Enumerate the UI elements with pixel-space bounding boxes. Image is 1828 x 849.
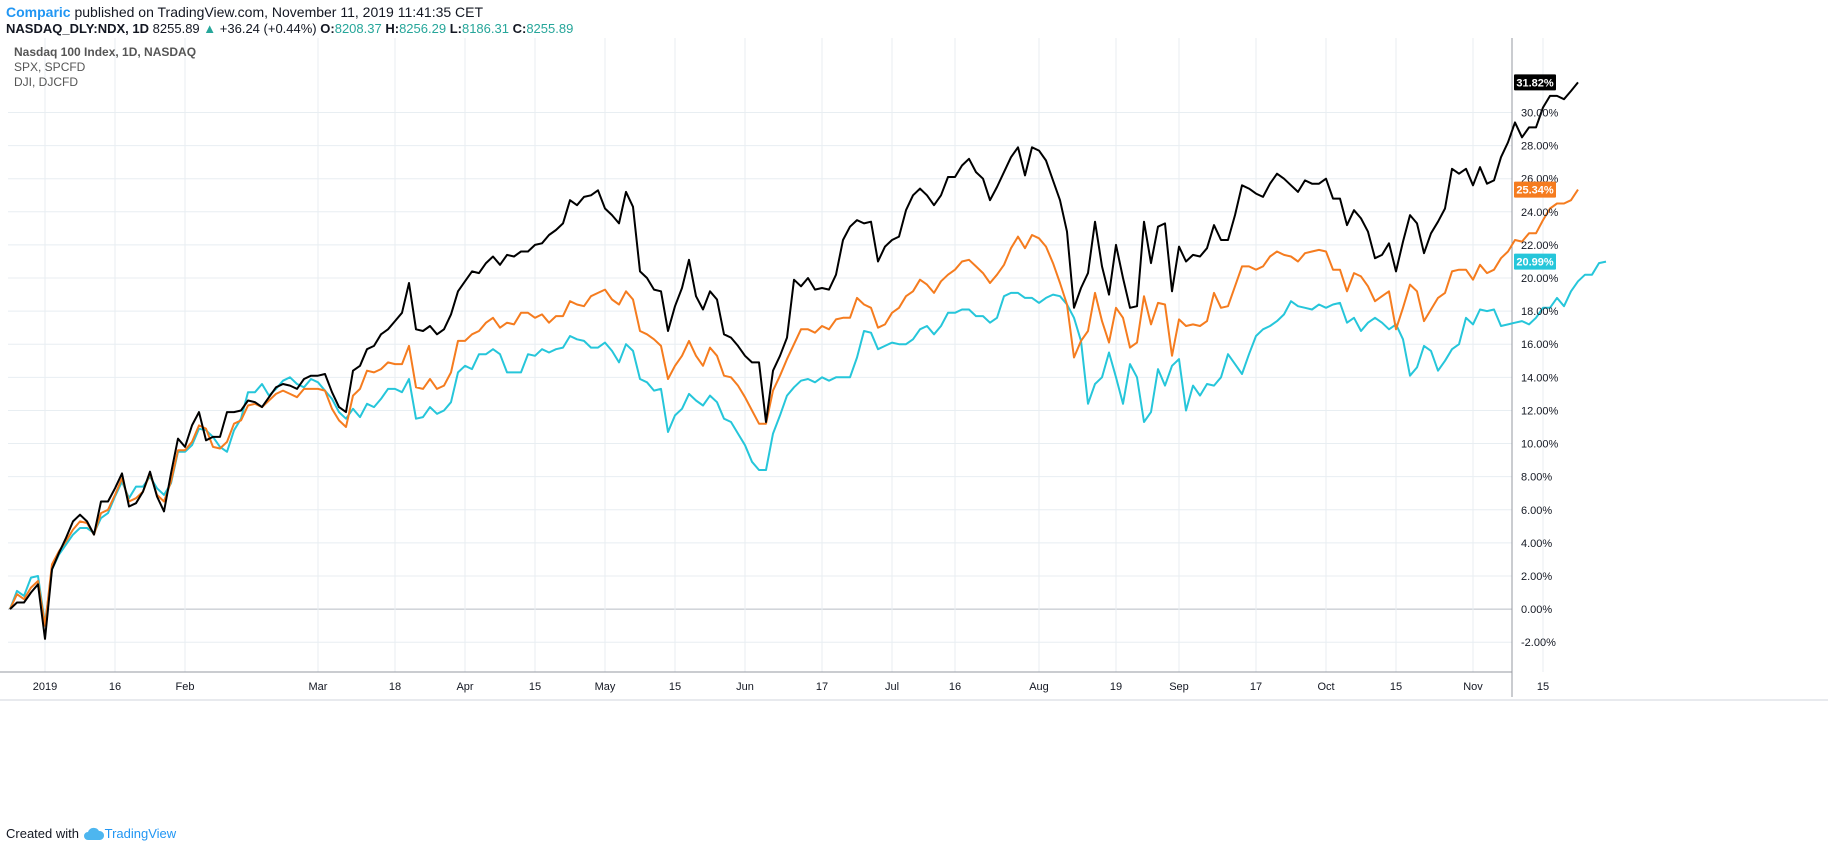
- y-tick-label: 28.00%: [1521, 141, 1559, 153]
- y-tick-label: 8.00%: [1521, 472, 1552, 484]
- high-label: H:: [385, 21, 400, 36]
- x-tick-label: Jun: [736, 681, 754, 693]
- x-tick-label: Feb: [176, 681, 195, 693]
- y-tick-label: 30.00%: [1521, 107, 1559, 119]
- low-label: L:: [449, 21, 462, 36]
- y-tick-label: 24.00%: [1521, 207, 1559, 219]
- y-tick-label: 2.00%: [1521, 571, 1552, 583]
- x-tick-label: Mar: [309, 681, 328, 693]
- x-tick-label: 15: [1390, 681, 1402, 693]
- y-tick-label: 16.00%: [1521, 339, 1559, 351]
- chart-frame: [0, 38, 1828, 701]
- legend-entry: Nasdaq 100 Index, 1D, NASDAQ: [14, 45, 196, 59]
- x-tick-label: 19: [1110, 681, 1122, 693]
- high-value: 8256.29: [399, 21, 447, 36]
- y-tick-label: 0.00%: [1521, 604, 1552, 616]
- last-value-tags: 31.82% 25.34% 20.99%: [1514, 74, 1556, 270]
- y-tick-label: 22.00%: [1521, 240, 1559, 252]
- created-with-text: Created with: [6, 826, 79, 841]
- close-value: 8255.89: [526, 21, 574, 36]
- low-value: 8186.31: [461, 21, 509, 36]
- last-value-tag: [1514, 74, 1556, 91]
- last-value-label: 31.82%: [1516, 77, 1554, 89]
- open-value: 8208.37: [334, 21, 382, 36]
- last-value-tag: [1514, 253, 1556, 270]
- last-price: 8255.89: [152, 21, 200, 36]
- x-tick-label: 16: [109, 681, 121, 693]
- x-tick-label: Oct: [1317, 681, 1334, 693]
- symbol-name: NASDAQ_DLY:NDX, 1D: [6, 21, 150, 36]
- x-tick-label: Apr: [456, 681, 473, 693]
- open-label: O:: [320, 21, 335, 36]
- tradingview-brand-link[interactable]: TradingView: [104, 826, 177, 841]
- x-tick-label: May: [595, 681, 616, 693]
- change-arrow-icon: ▲: [203, 21, 217, 36]
- x-tick-label: 16: [949, 681, 961, 693]
- x-tick-label: 18: [389, 681, 401, 693]
- last-value-label: 20.99%: [1516, 257, 1554, 269]
- y-tick-label: 4.00%: [1521, 538, 1552, 550]
- chart-lines[interactable]: [9, 81, 1607, 640]
- x-tick-label: 15: [529, 681, 541, 693]
- chart-grid: [8, 38, 1544, 672]
- legend-entry: DJI, DJCFD: [14, 75, 78, 89]
- last-value-tag: [1514, 181, 1556, 198]
- x-tick-label: Sep: [1169, 681, 1189, 693]
- x-tick-label: 17: [1250, 681, 1262, 693]
- symbol-bar: NASDAQ_DLY:NDX, 1D 8255.89 ▲ +36.24 (+0.…: [6, 21, 573, 36]
- author-link[interactable]: Comparic: [6, 4, 71, 20]
- x-axis[interactable]: 2019 16 Feb Mar 18 Apr 15 May 15 Jun 17 Jul 16 Aug 19 S…: [33, 681, 1549, 693]
- legend-entry: SPX, SPCFD: [14, 60, 86, 74]
- publish-info: Comparic published on TradingView.com, N…: [6, 4, 483, 20]
- price-change: +36.24 (+0.44%): [219, 21, 317, 36]
- x-tick-label: Aug: [1029, 681, 1049, 693]
- y-tick-label: 12.00%: [1521, 405, 1559, 417]
- y-tick-label: 6.00%: [1521, 505, 1552, 517]
- close-label: C:: [512, 21, 527, 36]
- last-value-label: 25.34%: [1516, 185, 1554, 197]
- footer: Created with TradingView: [6, 826, 176, 844]
- y-tick-label: 18.00%: [1521, 306, 1559, 318]
- series-line-2: [9, 260, 1607, 625]
- x-tick-label: 2019: [33, 681, 57, 693]
- y-axis[interactable]: -2.00% 0.00% 2.00% 4.00% 6.00% 8.00% 10.00% 12.…: [1521, 107, 1559, 649]
- x-tick-label: 17: [816, 681, 828, 693]
- x-tick-label: Jul: [885, 681, 899, 693]
- published-text: published on TradingView.com, November 1…: [74, 4, 484, 20]
- x-tick-label: 15: [669, 681, 681, 693]
- y-tick-label: -2.00%: [1521, 637, 1556, 649]
- tradingview-cloud-icon: [83, 827, 105, 844]
- x-tick-label: Nov: [1463, 681, 1483, 693]
- series-line-1: [9, 189, 1579, 627]
- y-tick-label: 10.00%: [1521, 439, 1559, 451]
- series-line-0: [9, 81, 1579, 640]
- y-tick-label: 14.00%: [1521, 372, 1559, 384]
- y-tick-label: 20.00%: [1521, 273, 1559, 285]
- x-tick-label: 15: [1537, 681, 1549, 693]
